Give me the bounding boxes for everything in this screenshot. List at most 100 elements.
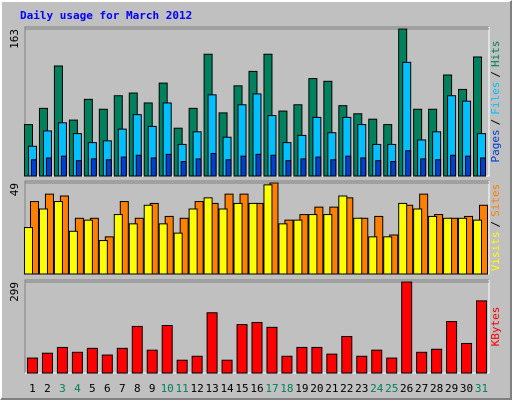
- bar: [465, 155, 472, 177]
- bar: [176, 359, 188, 374]
- x-tick-label: 18: [280, 382, 293, 395]
- bar: [341, 335, 353, 374]
- bar: [195, 158, 202, 177]
- x-tick-label: 30: [460, 382, 473, 395]
- bar: [98, 240, 108, 275]
- x-tick-label: 17: [265, 382, 278, 395]
- bar: [240, 155, 247, 177]
- bar: [135, 154, 142, 177]
- bar: [161, 325, 173, 374]
- legend-entry: Hits: [489, 41, 502, 68]
- bar: [233, 202, 243, 275]
- x-tick-label: 23: [355, 382, 368, 395]
- bar: [116, 347, 128, 374]
- legend-text: Pages / Files / Hits: [489, 41, 502, 163]
- bar: [225, 159, 232, 177]
- x-tick-label: 27: [415, 382, 428, 395]
- y-tick-label: 49: [8, 183, 21, 196]
- bar: [345, 155, 352, 177]
- bar: [398, 202, 408, 275]
- bar: [431, 348, 443, 374]
- bar: [416, 351, 428, 374]
- y-tick-label: 299: [8, 282, 21, 302]
- bar: [173, 232, 183, 275]
- bar: [221, 359, 233, 374]
- x-tick-label: 6: [104, 382, 111, 395]
- x-tick-label: 24: [370, 382, 384, 395]
- bar: [53, 201, 63, 275]
- bar: [38, 208, 48, 275]
- bar: [90, 158, 97, 177]
- bar: [191, 355, 203, 374]
- x-tick-label: 28: [430, 382, 443, 395]
- bar: [368, 236, 378, 275]
- bar: [131, 325, 143, 374]
- bar: [56, 346, 68, 374]
- x-tick-label: 2: [44, 382, 51, 395]
- legend-entry: Pages: [489, 129, 502, 162]
- x-tick-label: 21: [325, 382, 338, 395]
- y-tick-label: 163: [8, 29, 21, 49]
- bar: [270, 154, 277, 177]
- x-tick-label: 22: [340, 382, 353, 395]
- bar: [150, 157, 157, 177]
- bar: [45, 157, 52, 177]
- x-tick-label: 3: [59, 382, 66, 395]
- bar: [315, 156, 322, 177]
- bar: [206, 312, 218, 374]
- x-tick-label: 14: [220, 382, 234, 395]
- bar: [30, 159, 37, 177]
- bar: [26, 357, 38, 374]
- bar: [428, 215, 438, 275]
- bar: [165, 153, 172, 177]
- bar: [435, 159, 442, 177]
- bar: [101, 354, 113, 374]
- x-tick-label: 10: [161, 382, 174, 395]
- bar: [210, 152, 217, 177]
- x-tick-label: 12: [191, 382, 204, 395]
- x-tick-label: 20: [310, 382, 323, 395]
- bar: [60, 155, 67, 177]
- bar: [86, 347, 98, 374]
- legend-separator: /: [489, 71, 502, 78]
- x-tick-label: 25: [385, 382, 398, 395]
- bar: [308, 214, 318, 275]
- bar: [113, 214, 123, 275]
- x-tick-label: 7: [119, 382, 126, 395]
- chart-title: Daily usage for March 2012: [20, 9, 192, 22]
- bar: [401, 281, 413, 374]
- bar: [120, 156, 127, 177]
- bar: [236, 324, 248, 374]
- bar: [105, 159, 112, 177]
- bar: [300, 158, 307, 177]
- legend-text: Visits / Sites: [489, 184, 502, 272]
- bar: [68, 230, 78, 275]
- x-tick-label: 9: [149, 382, 156, 395]
- bar: [413, 208, 423, 275]
- bar: [338, 195, 348, 275]
- bar: [476, 300, 488, 374]
- bar: [446, 321, 458, 374]
- bar: [248, 202, 258, 275]
- bar: [278, 223, 288, 275]
- x-tick-label: 13: [205, 382, 218, 395]
- bar: [450, 154, 457, 177]
- x-tick-label: 19: [295, 382, 308, 395]
- x-tick-label: 8: [134, 382, 141, 395]
- bar: [203, 197, 213, 275]
- bar: [285, 160, 292, 177]
- x-tick-label: 11: [176, 382, 189, 395]
- bar: [371, 349, 383, 374]
- x-tick-label: 1: [29, 382, 36, 395]
- bar: [443, 217, 453, 275]
- bar: [251, 321, 263, 374]
- x-tick-label: 29: [445, 382, 458, 395]
- legend-separator: /: [489, 119, 502, 126]
- legend-separator: /: [489, 221, 502, 228]
- x-tick-label: 26: [400, 382, 413, 395]
- bar: [386, 357, 398, 374]
- bar: [143, 204, 153, 275]
